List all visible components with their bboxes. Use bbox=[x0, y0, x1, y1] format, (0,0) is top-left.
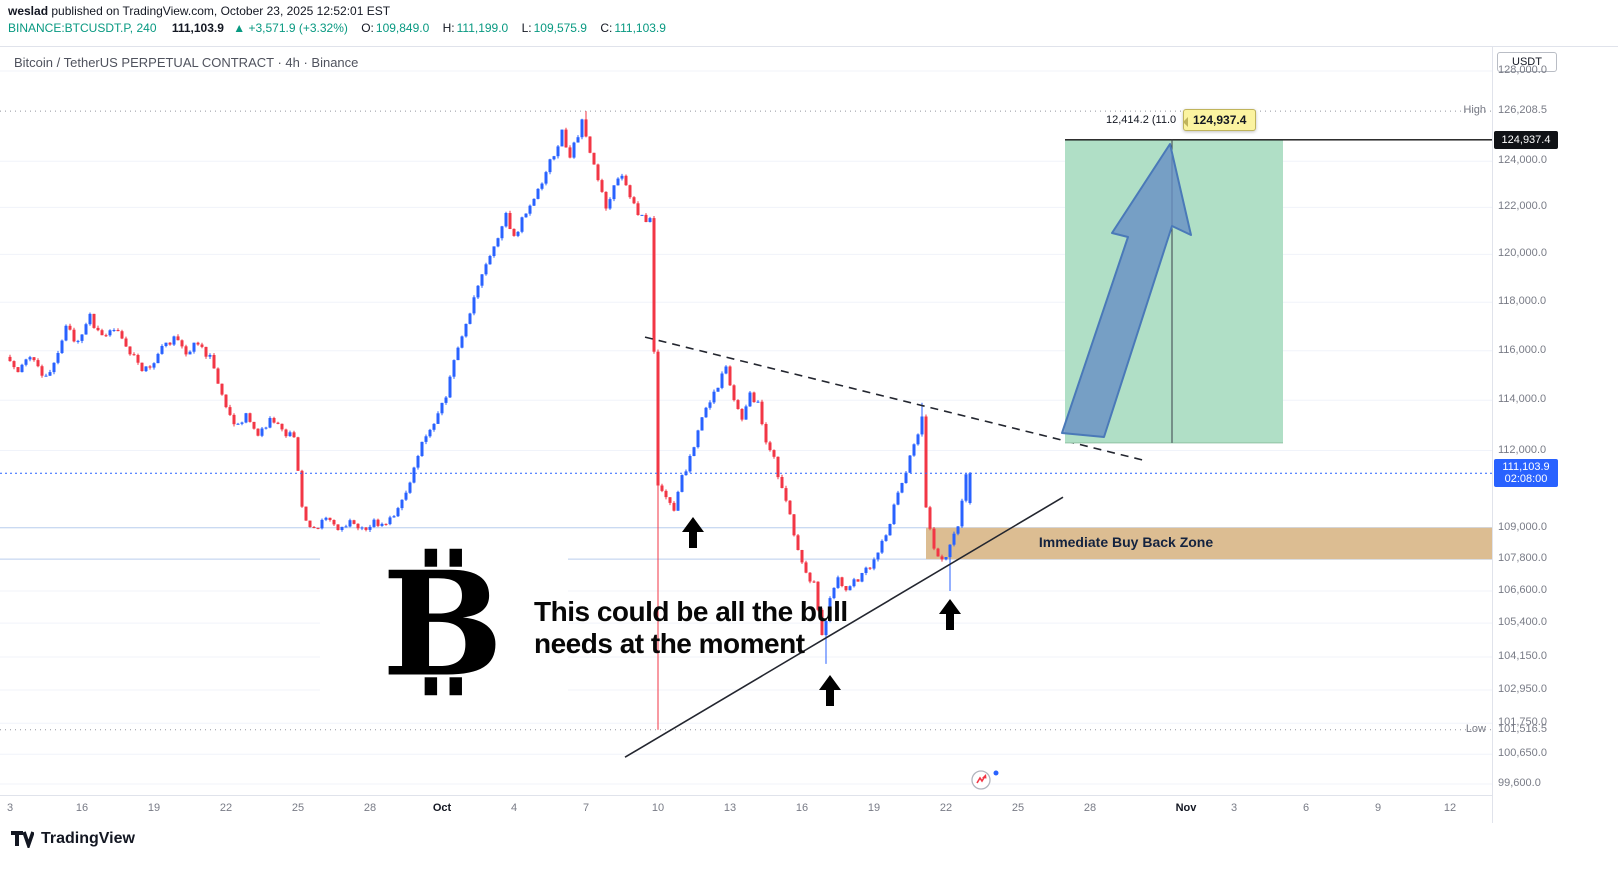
price-tick-label: 112,000.0 bbox=[1498, 443, 1547, 456]
bitcoin-icon: B bbox=[383, 546, 503, 698]
target-price-tooltip: 124,937.4 bbox=[1182, 108, 1257, 131]
price-axis[interactable]: USDT 124,937.4 111,103.9 02:08:00 128,00… bbox=[1493, 47, 1618, 823]
price-change: ▲ +3,571.9 (+3.32%) bbox=[233, 21, 348, 35]
up-arrow-marker[interactable] bbox=[682, 517, 704, 548]
high-marker-label: High bbox=[1463, 104, 1486, 117]
time-tick-label: 19 bbox=[867, 802, 881, 814]
measure-label: 12,414.2 (11.0 bbox=[1106, 113, 1177, 126]
author-name: weslad bbox=[8, 4, 49, 18]
ohlc-low: L: 109,575.9 bbox=[521, 21, 587, 35]
time-tick-label: 22 bbox=[219, 802, 233, 814]
low-marker-label: Low bbox=[1465, 722, 1486, 735]
last-price: 111,103.9 bbox=[171, 21, 224, 35]
up-arrow-marker[interactable] bbox=[939, 599, 961, 630]
time-tick-label: 6 bbox=[1302, 802, 1310, 814]
price-tick-label: 105,400.0 bbox=[1498, 616, 1547, 629]
tradingview-wordmark: TradingView bbox=[41, 830, 135, 847]
annotation-text: This could be all the bull needs at the … bbox=[534, 596, 848, 660]
ohlc-open: O: 109,849.0 bbox=[361, 21, 430, 35]
price-tick-label: 106,600.0 bbox=[1498, 583, 1547, 596]
axis-separator bbox=[1492, 47, 1493, 823]
symbol-name: BINANCE:BTCUSDT.P, 240 bbox=[8, 21, 157, 35]
price-tick-label: 126,208.5 bbox=[1498, 104, 1547, 117]
publish-line: weslad published on TradingView.com, Oct… bbox=[8, 4, 390, 18]
time-tick-label: 16 bbox=[795, 802, 809, 814]
time-tick-label: 3 bbox=[6, 802, 14, 814]
price-chart[interactable] bbox=[0, 47, 1492, 795]
tradingview-mark-icon bbox=[11, 831, 34, 848]
price-tick-label: 116,000.0 bbox=[1498, 343, 1547, 356]
time-tick-label: 28 bbox=[363, 802, 377, 814]
price-tick-label: 114,000.0 bbox=[1498, 393, 1547, 406]
bar-countdown: 02:08:00 bbox=[1504, 473, 1548, 486]
current-price-value: 111,103.9 bbox=[1502, 461, 1550, 474]
ohlc-high: H: 111,199.0 bbox=[442, 21, 509, 35]
price-tick-label: 128,000.0 bbox=[1498, 64, 1547, 76]
price-tick-label: 120,000.0 bbox=[1498, 247, 1547, 260]
symbol-line: BINANCE:BTCUSDT.P, 240 111,103.9 ▲ +3,57… bbox=[8, 21, 666, 35]
time-tick-label: Nov bbox=[1175, 802, 1197, 814]
time-tick-label: 12 bbox=[1443, 802, 1457, 814]
time-tick-label: 22 bbox=[939, 802, 953, 814]
time-tick-label: 25 bbox=[1011, 802, 1025, 814]
candlesticks bbox=[8, 111, 972, 730]
annotation-line-1: This could be all the bull bbox=[534, 596, 848, 627]
tradingview-logo[interactable]: TradingView bbox=[10, 830, 135, 848]
up-arrow-marker[interactable] bbox=[819, 675, 841, 706]
price-tick-label: 99,600.0 bbox=[1498, 777, 1541, 789]
time-tick-label: Oct bbox=[432, 802, 452, 814]
chart-title: Bitcoin / TetherUS PERPETUAL CONTRACT · … bbox=[14, 55, 359, 70]
price-tick-label: 101,516.5 bbox=[1498, 722, 1547, 735]
time-tick-label: 16 bbox=[75, 802, 89, 814]
target-price-badge: 124,937.4 bbox=[1494, 130, 1558, 149]
trendline-solid[interactable] bbox=[624, 496, 1064, 758]
buy-back-zone-label: Immediate Buy Back Zone bbox=[1038, 534, 1214, 551]
chart-canvas[interactable]: Bitcoin / TetherUS PERPETUAL CONTRACT · … bbox=[0, 47, 1492, 795]
price-tick-label: 104,150.0 bbox=[1498, 650, 1547, 663]
time-tick-label: 4 bbox=[510, 802, 518, 814]
time-tick-label: 28 bbox=[1083, 802, 1097, 814]
bitcoin-logo: B bbox=[320, 538, 568, 705]
currency-button[interactable]: USDT bbox=[1497, 52, 1557, 72]
publish-meta: published on TradingView.com, October 23… bbox=[51, 4, 391, 18]
price-tick-label: 118,000.0 bbox=[1498, 295, 1547, 308]
time-tick-label: 13 bbox=[723, 802, 737, 814]
time-axis[interactable]: 3 16 19 22 25 28 Oct 4 7 10 13 16 19 22 25 28 Nov 3 6 9 12 bbox=[0, 795, 1492, 824]
time-tick-label: 3 bbox=[1230, 802, 1238, 814]
annotation-line-2: needs at the moment bbox=[534, 628, 805, 659]
price-tick-label: 102,950.0 bbox=[1498, 682, 1547, 695]
header-separator bbox=[0, 46, 1618, 47]
buy-back-zone bbox=[926, 527, 1492, 560]
trendline-dashed[interactable] bbox=[644, 336, 1148, 462]
price-tick-label: 109,000.0 bbox=[1498, 520, 1547, 533]
svg-text:B: B bbox=[383, 546, 503, 698]
time-tick-label: 10 bbox=[651, 802, 665, 814]
time-tick-label: 25 bbox=[291, 802, 305, 814]
ohlc-close: C: 111,103.9 bbox=[600, 21, 666, 35]
price-tick-label: 124,000.0 bbox=[1498, 154, 1547, 167]
current-price-badge: 111,103.9 02:08:00 bbox=[1494, 459, 1558, 488]
price-tick-label: 101,750.0 bbox=[1498, 716, 1547, 729]
price-tick-label: 100,650.0 bbox=[1498, 747, 1547, 760]
time-tick-label: 19 bbox=[147, 802, 161, 814]
time-tick-label: 7 bbox=[582, 802, 590, 814]
projection-arrow[interactable] bbox=[1061, 143, 1192, 438]
price-tick-label: 122,000.0 bbox=[1498, 200, 1547, 213]
event-icon[interactable] bbox=[971, 770, 999, 790]
time-tick-label: 9 bbox=[1374, 802, 1382, 814]
price-tick-label: 107,800.0 bbox=[1498, 552, 1547, 565]
